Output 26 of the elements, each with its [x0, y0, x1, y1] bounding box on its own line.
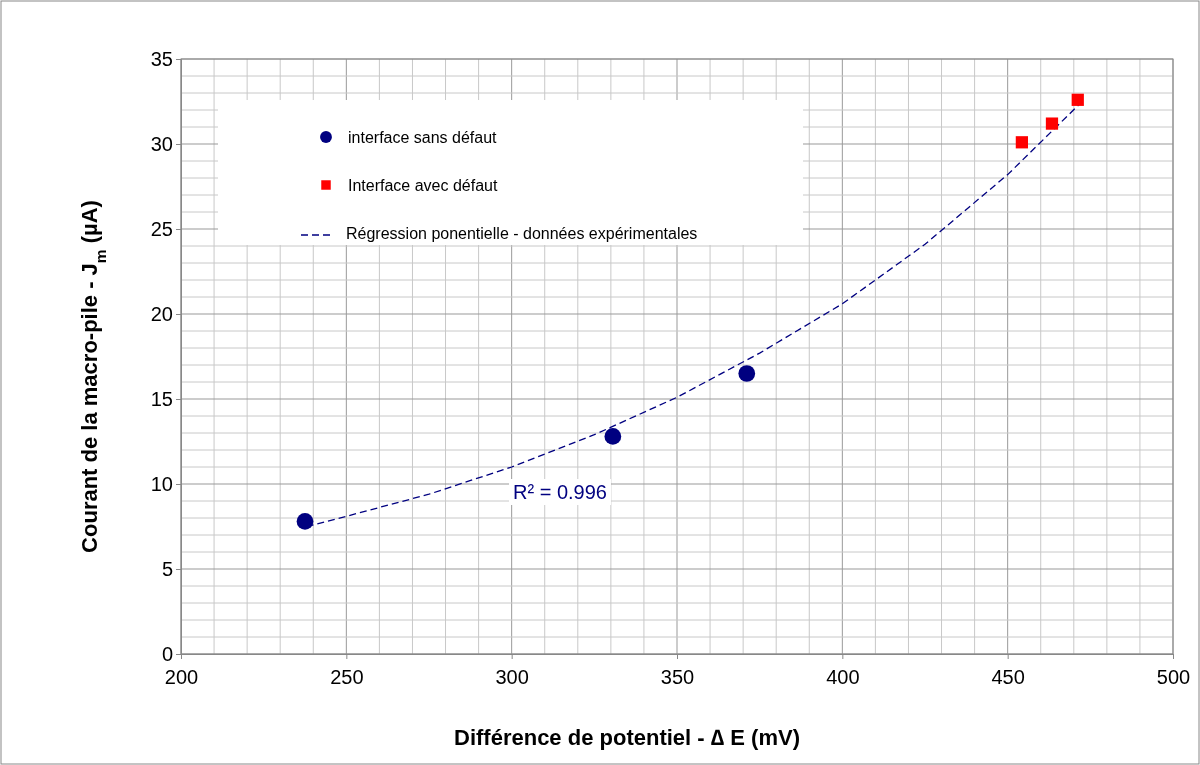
y-tick-label: 35 [150, 47, 173, 70]
x-axis-title: Différence de potentiel - ∆ E (mV) [454, 725, 800, 750]
point [738, 365, 756, 382]
y-tick-label: 10 [150, 472, 173, 495]
x-tick-label: 500 [1156, 666, 1191, 688]
y-tick-label: 5 [161, 557, 173, 580]
annotation: R² = 0.996 [513, 481, 607, 503]
point [1015, 136, 1029, 149]
x-tick-label: 450 [991, 666, 1025, 688]
y-tick-label: 30 [150, 132, 173, 155]
legend-label: Régression ponentielle - données expérimentales [346, 224, 698, 242]
legend-label: interface sans défaut [348, 128, 498, 146]
point [604, 428, 622, 445]
x-tick-label: 400 [826, 666, 860, 688]
point [1045, 117, 1059, 130]
point [1071, 93, 1084, 106]
x-tick-label: 200 [164, 666, 199, 688]
y-tick-label: 20 [150, 302, 173, 325]
legend-label: Interface avec défaut [348, 176, 498, 194]
x-tick-label: 250 [330, 666, 364, 688]
point [296, 513, 314, 530]
y-tick-label: 25 [150, 217, 173, 240]
y-tick-label: 0 [161, 642, 173, 665]
y-tick-label: 15 [150, 387, 173, 410]
x-tick-label: 300 [495, 666, 529, 688]
x-tick-label: 350 [660, 666, 695, 688]
